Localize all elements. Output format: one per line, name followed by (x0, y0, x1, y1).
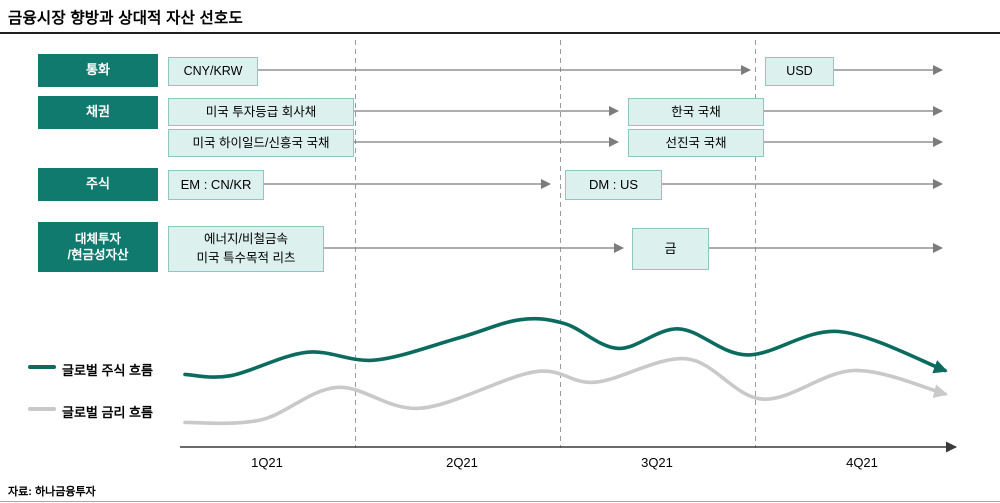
flow-start-box-equities: EM : CN/KR (168, 170, 264, 200)
flow-start-box-currency: CNY/KRW (168, 57, 258, 86)
legend-swatch-rate-flow (28, 407, 56, 411)
category-box-alternatives: 대체투자 /현금성자산 (38, 222, 158, 272)
x-tick-1q21: 1Q21 (251, 455, 283, 470)
flow-start-box-bonds-2: 미국 하이일드/신흥국 국채 (168, 129, 354, 157)
flow-arrows (257, 65, 943, 253)
category-box-bonds: 채권 (38, 96, 158, 129)
flow-end-box-equities: DM : US (565, 170, 662, 200)
bottom-divider (0, 501, 1000, 502)
flow-end-box-currency: USD (765, 57, 834, 86)
stock-flow-curve (183, 316, 948, 379)
flow-start-box-bonds-1: 미국 투자등급 회사채 (168, 98, 354, 126)
category-box-currency: 통화 (38, 54, 158, 87)
x-tick-2q21: 2Q21 (446, 455, 478, 470)
legend-swatch-stock-flow (28, 365, 56, 369)
x-tick-4q21: 4Q21 (846, 455, 878, 470)
rate-flow-curve (183, 356, 948, 426)
title-divider (0, 32, 1000, 34)
flow-start-box-alternatives: 에너지/비철금속 미국 특수목적 리츠 (168, 226, 324, 272)
flow-end-box-alternatives: 금 (632, 228, 709, 270)
legend-label-stock-flow: 글로벌 주식 흐름 (62, 363, 153, 378)
source-note: 자료: 하나금융투자 (8, 486, 96, 498)
flow-end-box-bonds-2: 선진국 국채 (628, 129, 764, 157)
x-tick-3q21: 3Q21 (641, 455, 673, 470)
legend-label-rate-flow: 글로벌 금리 흐름 (62, 405, 153, 420)
page-title: 금융시장 향방과 상대적 자산 선호도 (8, 10, 243, 27)
category-box-equities: 주식 (38, 168, 158, 201)
flow-end-box-bonds-1: 한국 국채 (628, 98, 764, 126)
